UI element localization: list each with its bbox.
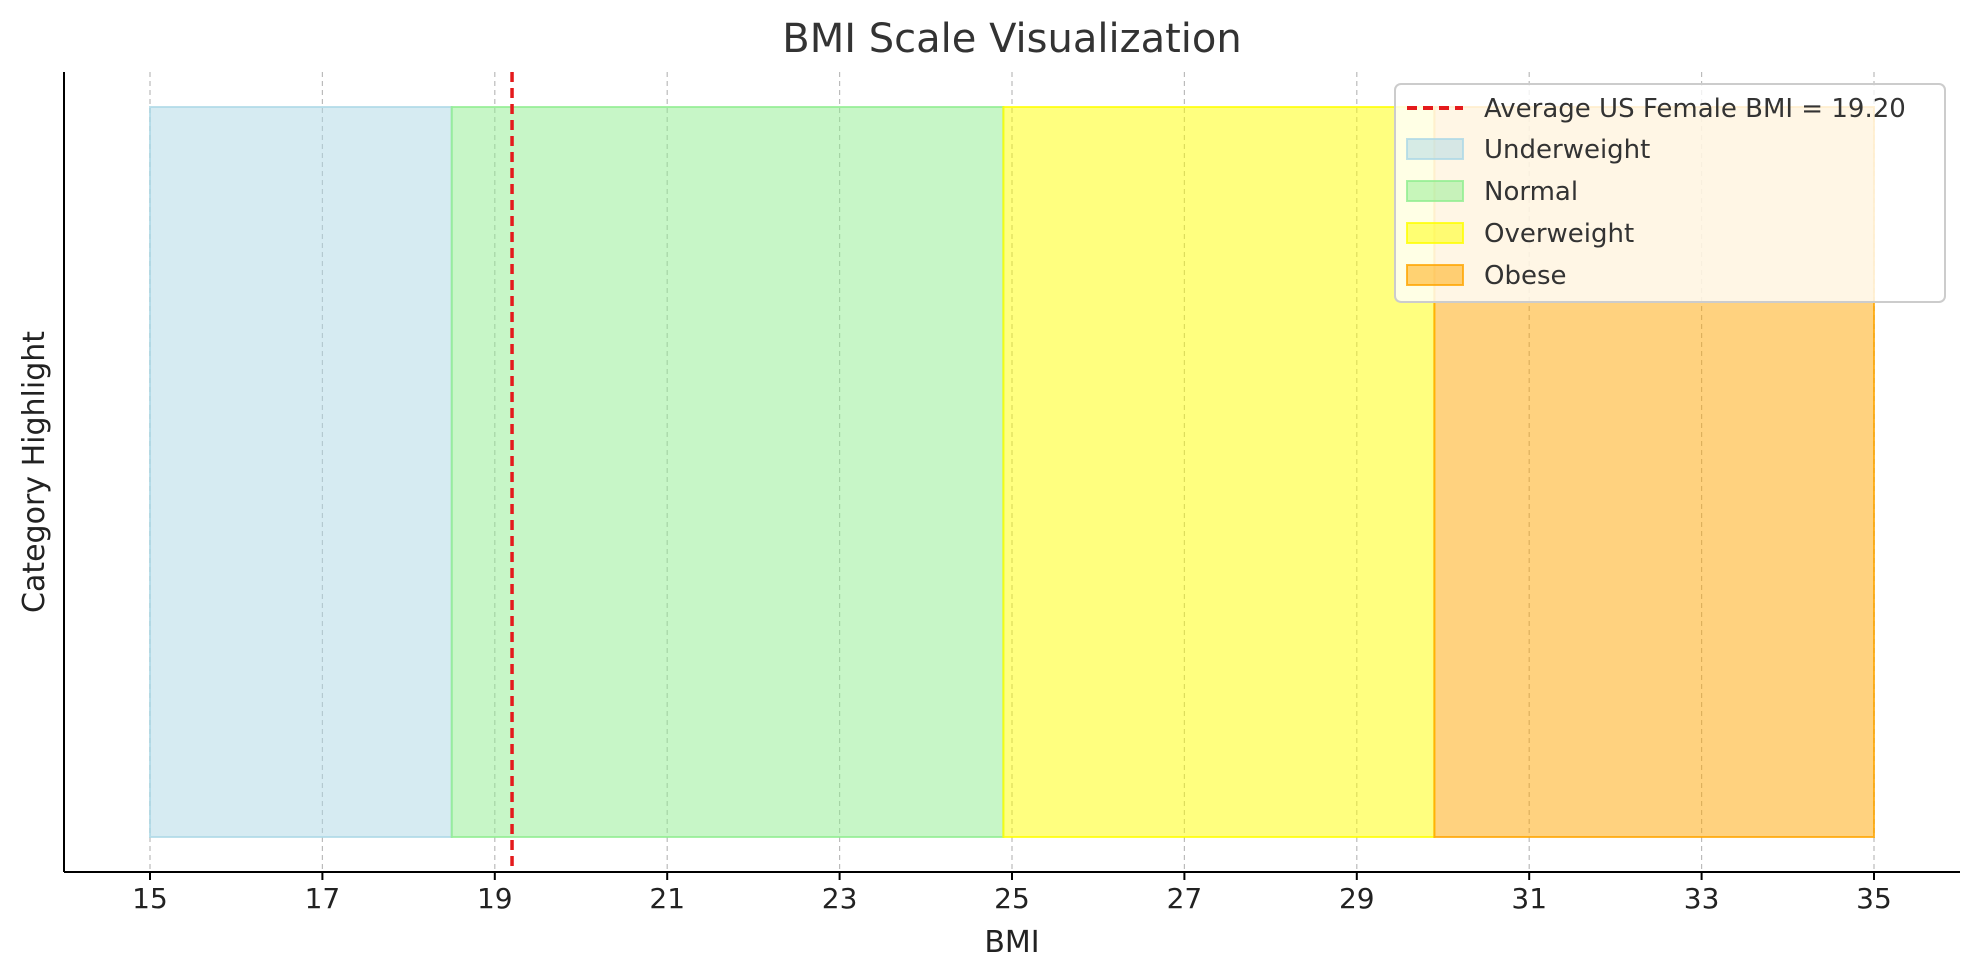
legend-box — [1394, 83, 1946, 303]
legend-swatch-underweight — [1406, 138, 1464, 160]
x-axis-label: BMI — [984, 925, 1039, 960]
y-axis-label: Category Highlight — [17, 331, 52, 613]
legend-label-obese: Obese — [1484, 261, 1567, 291]
x-tick-label: 21 — [649, 882, 685, 915]
x-tick-label: 35 — [1856, 882, 1892, 915]
band-normal — [450, 106, 1005, 838]
x-tick-label: 19 — [477, 882, 513, 915]
legend: Average US Female BMI = 19.20 Underweigh… — [1394, 83, 1946, 303]
x-tick-label: 27 — [1167, 882, 1203, 915]
x-tick-label: 33 — [1684, 882, 1720, 915]
legend-swatch-overweight — [1406, 222, 1464, 244]
band-underweight — [149, 106, 453, 838]
chart-title: BMI Scale Visualization — [782, 16, 1241, 62]
x-tick-label: 29 — [1339, 882, 1375, 915]
x-tick-label: 17 — [305, 882, 341, 915]
category-bands — [149, 106, 1875, 838]
band-overweight — [1002, 106, 1436, 838]
x-tick-label: 15 — [132, 882, 168, 915]
legend-label-underweight: Underweight — [1484, 135, 1650, 165]
legend-ref-line-label: Average US Female BMI = 19.20 — [1484, 94, 1906, 124]
x-tick-label: 31 — [1511, 882, 1547, 915]
legend-swatch-normal — [1406, 180, 1464, 202]
x-ticks: 15 17 19 21 23 25 27 29 31 33 35 — [132, 872, 1892, 915]
legend-label-normal: Normal — [1484, 177, 1578, 207]
legend-label-overweight: Overweight — [1484, 219, 1634, 249]
x-tick-label: 23 — [822, 882, 858, 915]
legend-swatch-obese — [1406, 264, 1464, 286]
x-tick-label: 25 — [994, 882, 1030, 915]
